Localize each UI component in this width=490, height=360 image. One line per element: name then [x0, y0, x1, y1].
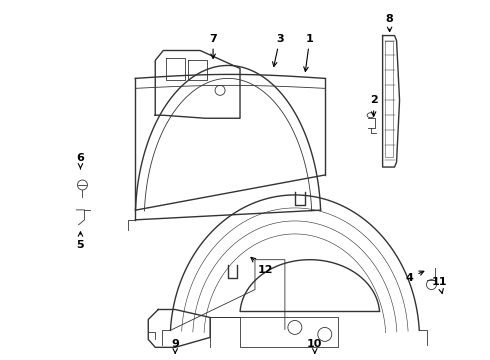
Text: 11: 11 [432, 276, 447, 293]
Text: 2: 2 [370, 95, 377, 116]
Text: 12: 12 [251, 257, 273, 275]
Text: 6: 6 [76, 153, 84, 169]
Text: 7: 7 [209, 33, 217, 58]
Text: 10: 10 [307, 339, 322, 353]
Text: 5: 5 [76, 232, 84, 250]
Text: 3: 3 [272, 33, 284, 67]
Text: 8: 8 [386, 14, 393, 32]
Text: 4: 4 [406, 271, 424, 283]
Text: 9: 9 [172, 339, 179, 353]
Text: 1: 1 [304, 33, 314, 71]
